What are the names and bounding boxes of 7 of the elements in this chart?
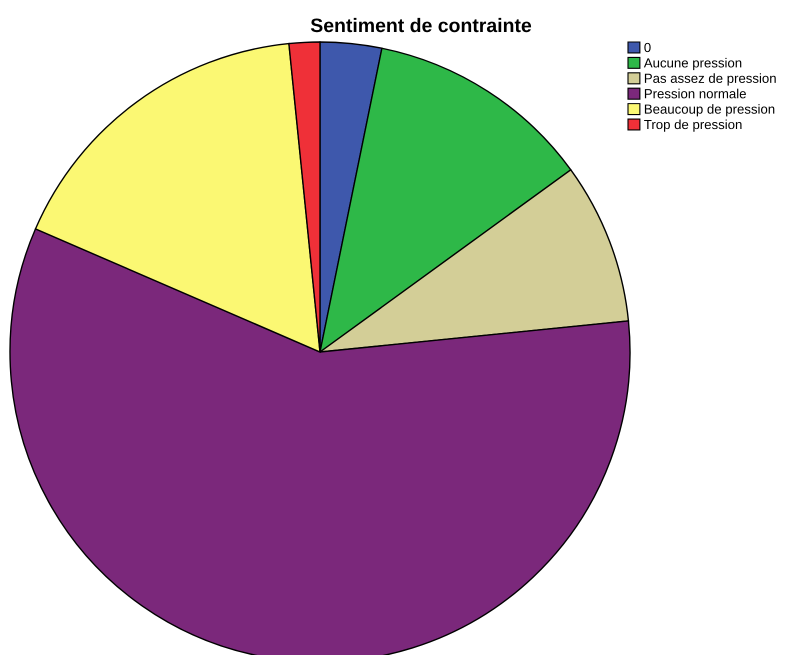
legend-label: 0	[644, 42, 651, 52]
legend-label: Beaucoup de pression	[644, 104, 774, 116]
legend-label: Aucune pression	[644, 58, 742, 70]
chart-title: Sentiment de contrainte	[310, 18, 532, 32]
legend-label: Pression normale	[644, 88, 746, 98]
legend-label: Pas assez de pression	[644, 73, 776, 86]
legend-label: Trop de pression	[644, 119, 742, 132]
